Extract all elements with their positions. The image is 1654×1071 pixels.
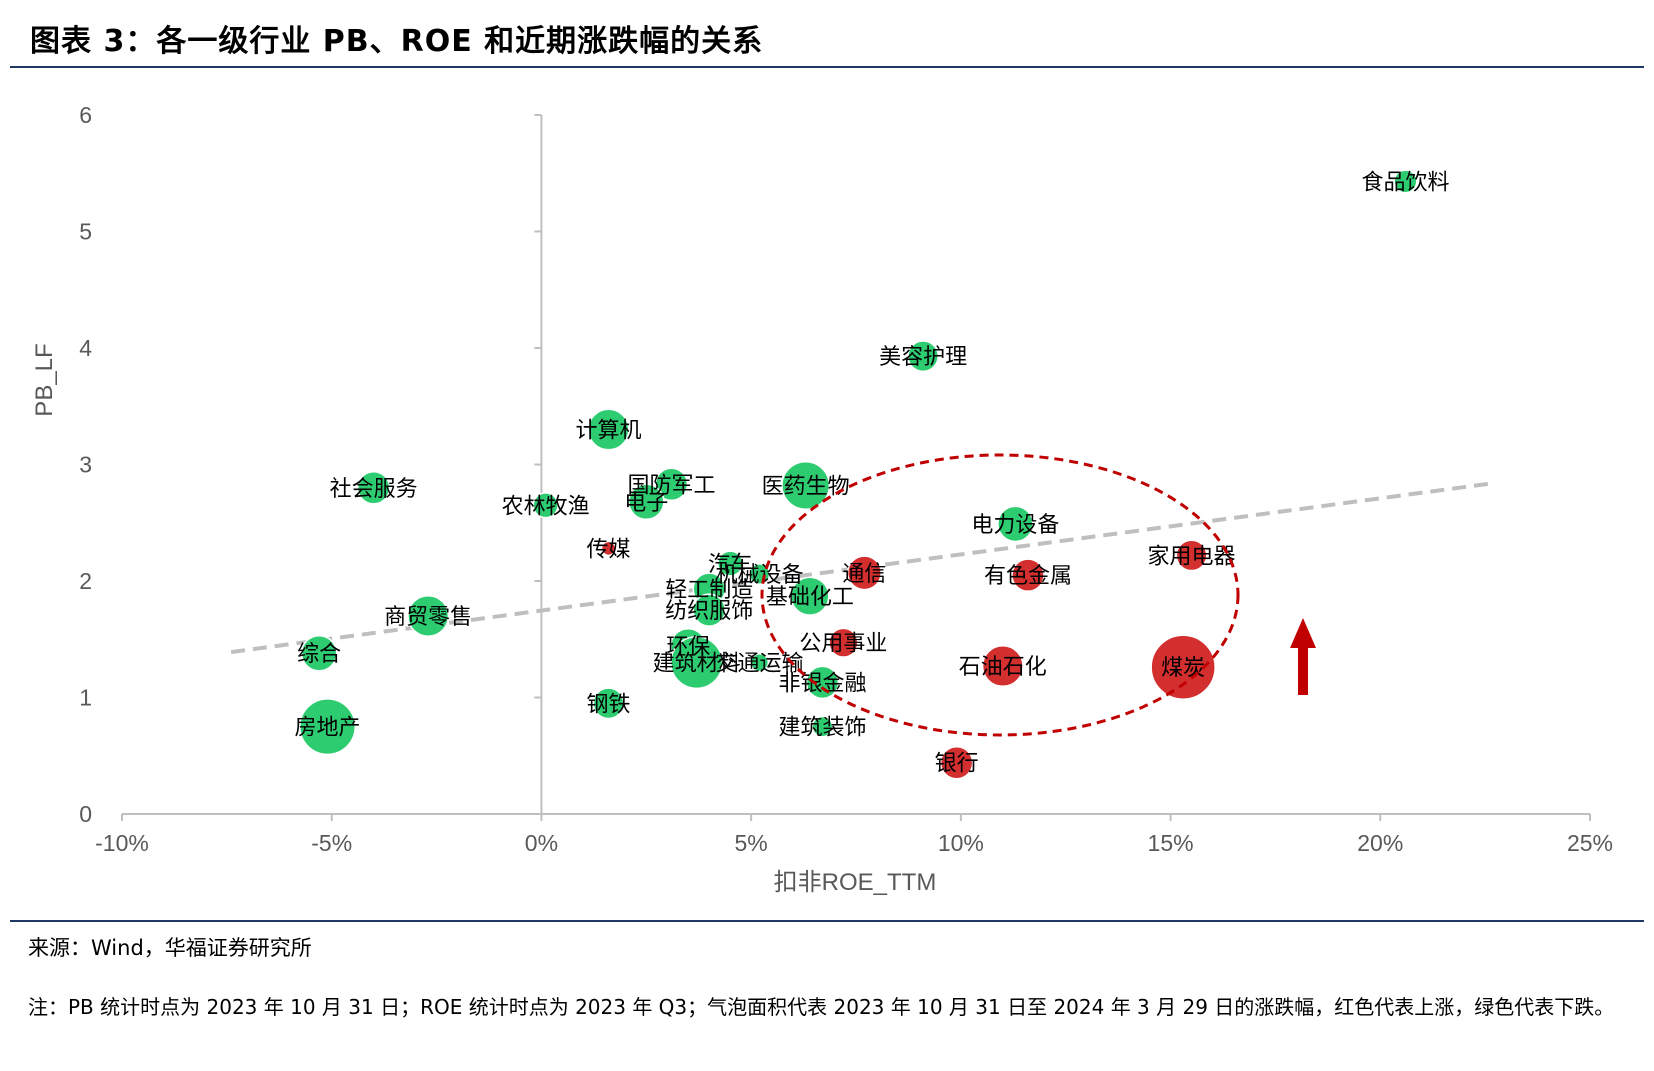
bubble-计算机 bbox=[587, 408, 630, 451]
bubble-label: 建筑装饰 bbox=[778, 716, 866, 741]
bubble-汽车 bbox=[717, 550, 744, 577]
bubble-房地产 bbox=[299, 698, 356, 756]
up-arrow-shaft bbox=[1298, 645, 1308, 695]
y-tick-label: 4 bbox=[79, 335, 92, 361]
x-tick-label: 5% bbox=[735, 830, 768, 856]
bubble-label: 综合 bbox=[297, 642, 341, 667]
bubble-label: 煤炭 bbox=[1161, 656, 1205, 681]
bubble-美容护理 bbox=[907, 340, 940, 373]
bubble-有色金属 bbox=[1011, 558, 1045, 592]
bubble-纺织服饰 bbox=[692, 593, 726, 627]
bubble-商贸零售 bbox=[407, 594, 450, 637]
chart-note: 注：PB 统计时点为 2023 年 10 月 31 日；ROE 统计时点为 20… bbox=[28, 995, 1615, 1019]
annotation-layer bbox=[760, 453, 1316, 737]
bubble-label: 食品饮料 bbox=[1361, 170, 1449, 195]
bubble-建筑装饰 bbox=[811, 715, 834, 738]
bubble-label: 石油石化 bbox=[959, 655, 1047, 680]
bubble-通信 bbox=[846, 555, 882, 591]
bubble-label: 公用事业 bbox=[799, 632, 887, 657]
y-tick-label: 1 bbox=[79, 685, 92, 711]
bubble-label: 交通运输 bbox=[716, 652, 804, 677]
bubble-电子 bbox=[628, 483, 665, 521]
bubble-label: 电子 bbox=[624, 491, 668, 516]
bubble-社会服务 bbox=[356, 471, 391, 505]
bubble-传媒 bbox=[600, 540, 617, 557]
bubble-国防军工 bbox=[654, 467, 689, 502]
x-tick-label: 0% bbox=[525, 830, 558, 856]
bubble-label: 环保 bbox=[666, 635, 710, 660]
x-tick-label: 15% bbox=[1148, 830, 1194, 856]
bubble-家用电器 bbox=[1175, 539, 1208, 572]
y-tick-label: 2 bbox=[79, 568, 92, 594]
x-tick-label: -10% bbox=[95, 830, 149, 856]
highlight-ellipse bbox=[760, 453, 1240, 737]
bubble-银行 bbox=[939, 745, 974, 780]
bubble-电力设备 bbox=[997, 505, 1034, 543]
bubble-layer bbox=[299, 169, 1418, 780]
bubble-label: 计算机 bbox=[576, 419, 642, 444]
bubble-label: 商贸零售 bbox=[384, 605, 472, 630]
bubble-建筑材料 bbox=[670, 636, 724, 690]
title-rule bbox=[10, 66, 1644, 68]
y-tick-label: 3 bbox=[79, 452, 92, 478]
x-tick-label: 25% bbox=[1567, 830, 1613, 856]
bubble-label: 美容护理 bbox=[879, 345, 967, 370]
y-tick-label: 0 bbox=[79, 801, 92, 827]
bubble-label: 建筑材料 bbox=[653, 652, 741, 677]
bubble-label: 通信 bbox=[842, 562, 886, 587]
bubble-基础化工 bbox=[790, 576, 830, 616]
bubble-label: 国防军工 bbox=[627, 473, 715, 498]
bubble-label: 汽车 bbox=[708, 553, 752, 578]
bubble-农林牧渔 bbox=[532, 492, 559, 519]
bubble-综合 bbox=[300, 634, 338, 672]
bubble-非银金融 bbox=[805, 665, 840, 700]
bubble-label: 有色金属 bbox=[984, 564, 1072, 589]
source-note: 来源：Wind，华福证券研究所 bbox=[28, 936, 312, 960]
bubble-煤炭 bbox=[1150, 634, 1216, 700]
bubble-label: 传媒 bbox=[587, 537, 631, 562]
y-tick-label: 5 bbox=[79, 219, 92, 245]
bubble-label: 农林牧渔 bbox=[502, 494, 590, 519]
bubble-chart: -10% -5% 0% 5% 10% 15% 20% 25% 0 1 2 3 4 5 6 扣非ROE_TTM P… bbox=[31, 102, 1613, 896]
bubble-食品饮料 bbox=[1393, 169, 1418, 194]
footer-rule bbox=[10, 920, 1644, 922]
x-tick-label: -5% bbox=[311, 830, 352, 856]
bubble-label: 银行 bbox=[935, 752, 979, 777]
bubble-label: 机械设备 bbox=[716, 563, 804, 588]
y-axis-title: PB_LF bbox=[31, 343, 58, 416]
bubble-label: 基础化工 bbox=[766, 585, 854, 610]
bubble-医药生物 bbox=[781, 460, 831, 510]
x-tick-label: 20% bbox=[1357, 830, 1403, 856]
trend-line-layer bbox=[230, 481, 1494, 655]
bubble-label: 纺织服饰 bbox=[665, 599, 753, 624]
bubble-label: 电力设备 bbox=[971, 513, 1059, 538]
trend-line bbox=[230, 481, 1494, 655]
bubble-交通运输 bbox=[750, 653, 770, 673]
bubble-钢铁 bbox=[592, 687, 625, 720]
bubble-label: 房地产 bbox=[295, 716, 361, 741]
bubble-label: 钢铁 bbox=[587, 692, 631, 717]
y-tick-label: 6 bbox=[79, 102, 92, 128]
bubble-label: 非银金融 bbox=[778, 671, 866, 696]
x-axis-title: 扣非ROE_TTM bbox=[774, 869, 937, 896]
bubble-label: 社会服务 bbox=[330, 477, 418, 502]
bubble-石油石化 bbox=[981, 645, 1024, 688]
figure-title: 图表 3：各一级行业 PB、ROE 和近期涨跌幅的关系 bbox=[30, 24, 764, 59]
bubble-公用事业 bbox=[828, 627, 859, 658]
bubble-label: 轻工制造 bbox=[665, 578, 753, 603]
chart-axes: -10% -5% 0% 5% 10% 15% 20% 25% 0 1 2 3 4 5 6 扣非ROE_TTM P… bbox=[31, 102, 1613, 896]
bubble-label: 医药生物 bbox=[762, 474, 850, 499]
bubble-label: 家用电器 bbox=[1148, 544, 1236, 569]
up-arrow-head bbox=[1290, 618, 1316, 648]
x-tick-label: 10% bbox=[938, 830, 984, 856]
